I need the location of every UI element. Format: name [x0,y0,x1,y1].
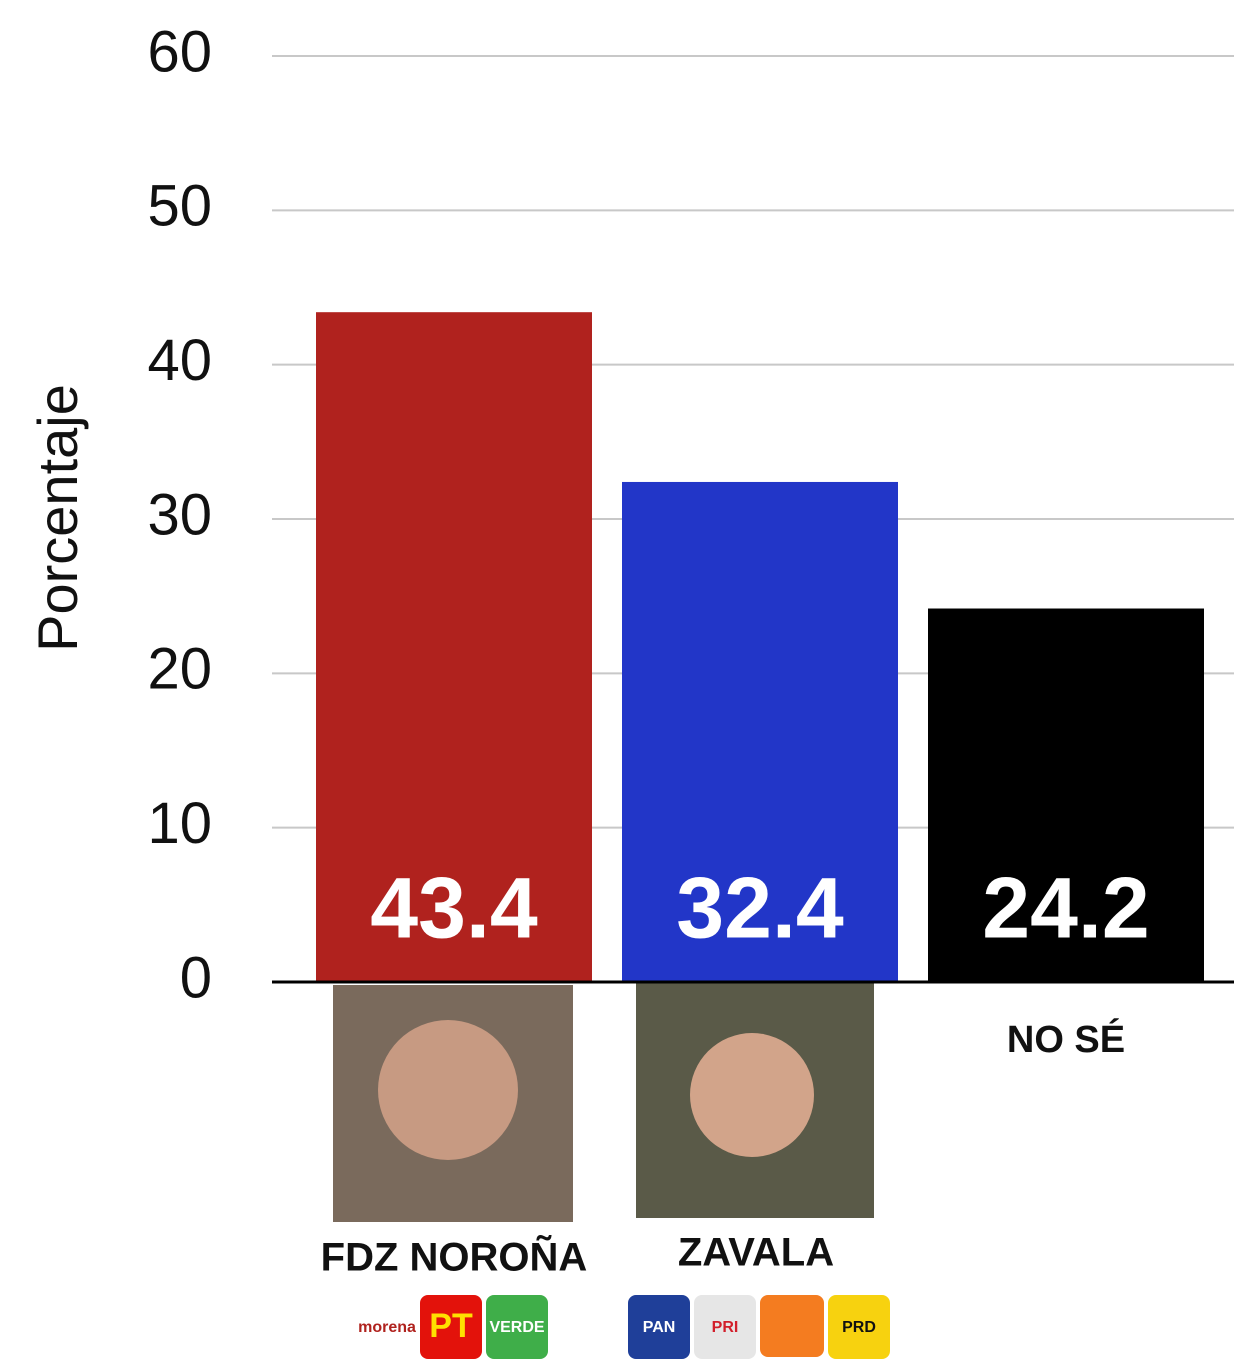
party-logo [356,1295,418,1359]
party-logo-text: PRI [712,1319,739,1336]
y-tick-label: 10 [147,791,212,856]
y-axis-title: Porcentaje [26,384,89,652]
x-tick-label: ZAVALA [678,1231,834,1275]
y-tick-label: 40 [147,328,212,393]
party-logo [694,1295,756,1359]
value-label: 32.4 [676,861,844,957]
y-tick-label: 50 [147,174,212,239]
party-logo [828,1295,890,1359]
photo-face [690,1033,814,1157]
y-tick-label: 60 [147,19,212,84]
photo-face [378,1020,518,1160]
y-tick-label: 0 [180,945,212,1010]
value-label: 24.2 [982,861,1149,957]
x-tick-label: NO SÉ [1007,1017,1125,1061]
party-logo [760,1295,824,1357]
y-tick-label: 30 [147,482,212,547]
value-label: 43.4 [370,861,538,957]
bar [316,312,592,982]
party-logo-text: VERDE [489,1319,544,1336]
x-tick-label: FDZ NOROÑA [321,1234,588,1280]
party-logo [486,1295,548,1359]
y-tick-label: 20 [147,637,212,702]
bar [928,608,1204,982]
party-logo-text: PRD [842,1319,876,1336]
party-logo-text: PT [429,1307,473,1345]
party-logo [628,1295,690,1359]
party-logo [420,1295,482,1359]
party-logo-text: morena [358,1319,416,1336]
bar [622,481,898,982]
party-logo-text: PAN [643,1319,676,1336]
